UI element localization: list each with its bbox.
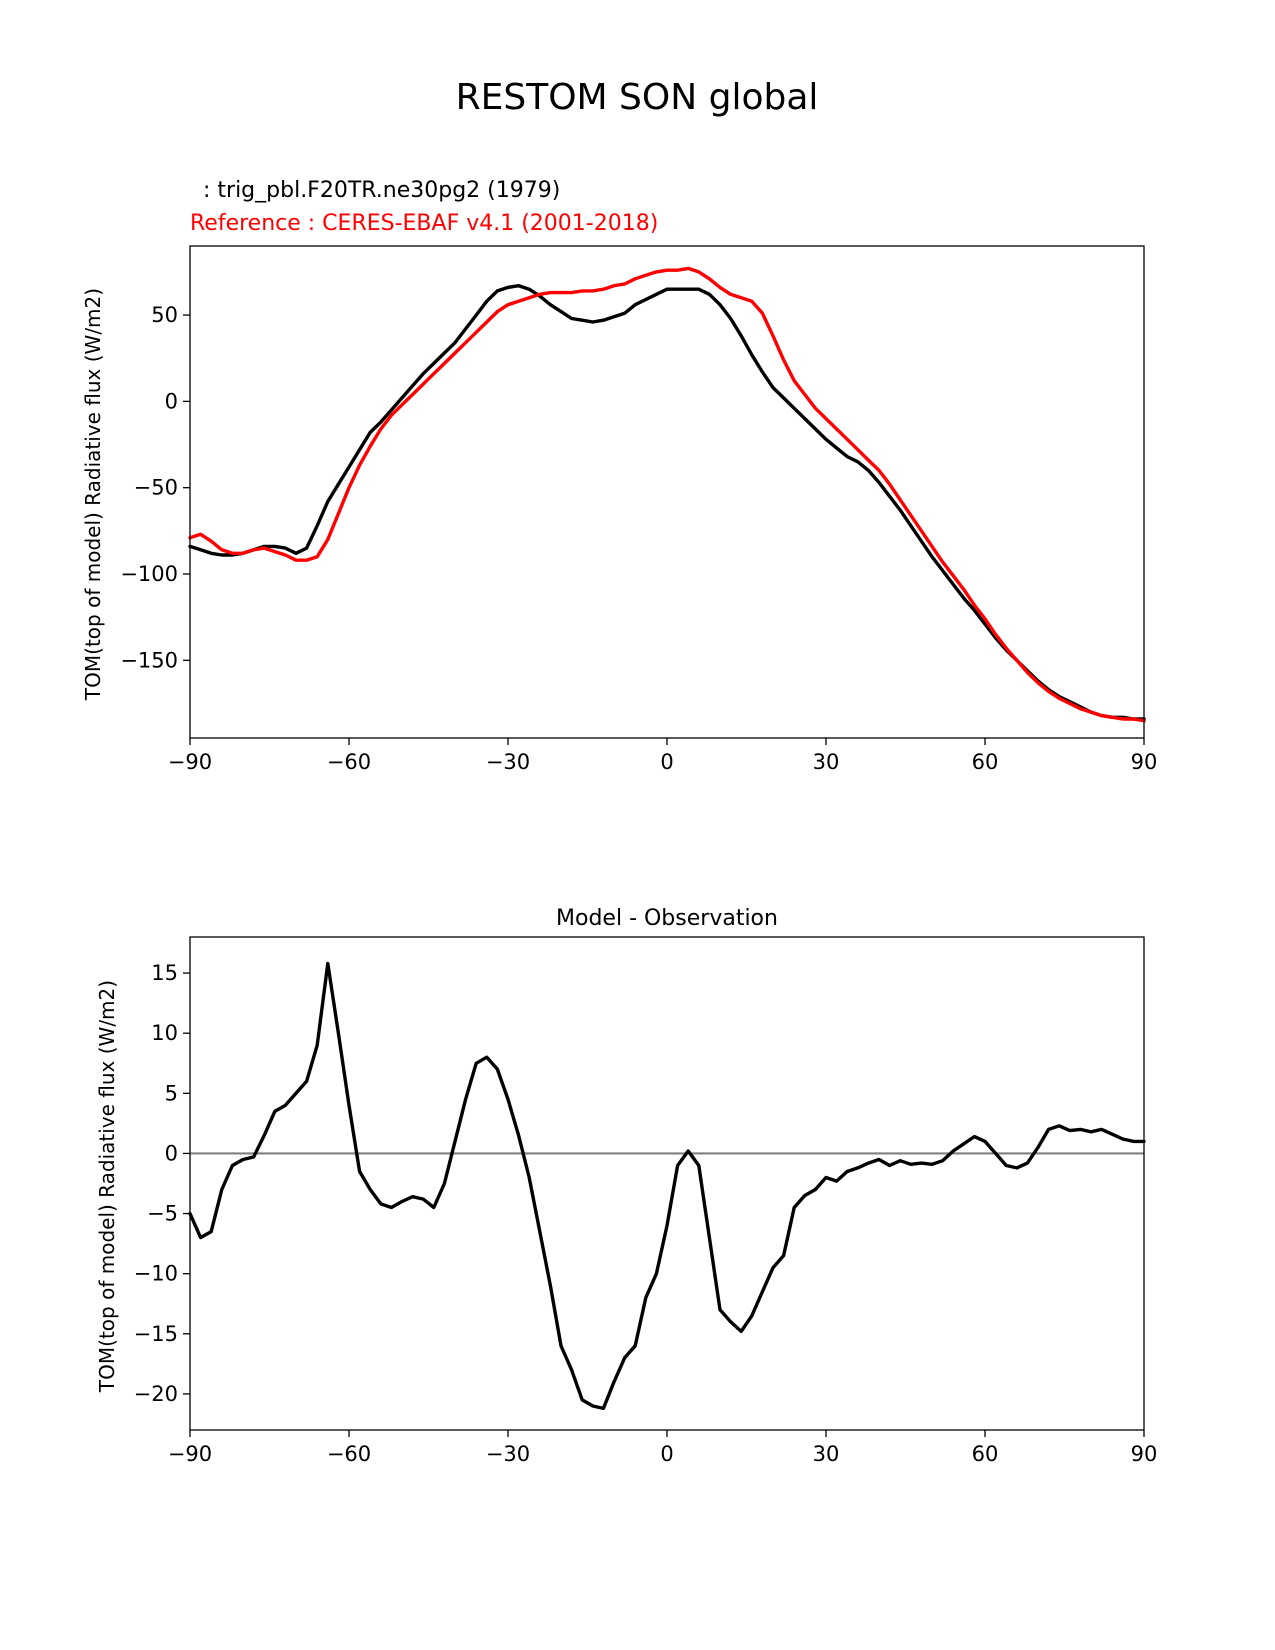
- bottom-panel-y-tick-label: −5: [147, 1202, 178, 1226]
- bottom-panel-y-tick-label: −15: [134, 1322, 178, 1346]
- top-panel-x-tick-label: 30: [813, 750, 840, 774]
- bottom-panel-y-tick-label: 15: [151, 961, 178, 985]
- top-panel-x-tick-label: −30: [486, 750, 530, 774]
- bottom-panel-y-tick-label: −10: [134, 1262, 178, 1286]
- top-panel-x-tick-label: 0: [660, 750, 673, 774]
- bottom-panel-x-tick-label: 60: [972, 1442, 999, 1466]
- top-panel-x-tick-label: −90: [168, 750, 212, 774]
- top-panel-y-axis-label: TOM(top of model) Radiative flux (W/m2): [81, 288, 105, 701]
- bottom-panel-x-tick-label: −30: [486, 1442, 530, 1466]
- bottom-panel-ticks: −90 −60 −30 0 30 60 90 15 10 5 0 −5 −10 −15 −20: [134, 961, 1158, 1466]
- top-panel-series: [188, 266, 1146, 723]
- bottom-panel-x-tick-label: 90: [1131, 1442, 1158, 1466]
- top-panel-series-line-0: [188, 284, 1146, 721]
- bottom-panel-y-axis-label: TOM(top of model) Radiative flux (W/m2): [95, 980, 119, 1393]
- bottom-panel-series-line-0: [188, 961, 1146, 1411]
- bottom-panel-x-tick-label: 0: [660, 1442, 673, 1466]
- bottom-panel-frame: [189, 936, 1145, 1431]
- bottom-panel-y-tick-label: −20: [134, 1382, 178, 1406]
- top-panel-series-line-1: [188, 266, 1146, 723]
- bottom-panel: Model - Observation TOM(top of model) Ra…: [95, 906, 1157, 1466]
- figure-title: RESTOM SON global: [456, 77, 819, 118]
- bottom-panel-series: [188, 961, 1146, 1411]
- top-panel-ticks: −90 −60 −30 0 30 60 90 50 0 −50 −100 −150: [120, 303, 1157, 774]
- top-panel-y-tick-label: −100: [120, 562, 178, 586]
- bottom-panel-y-tick-label: 5: [165, 1081, 178, 1105]
- top-panel-y-tick-label: 0: [165, 389, 178, 413]
- top-panel: : trig_pbl.F20TR.ne30pg2 (1979) Referenc…: [81, 178, 1157, 774]
- legend-reference-label: Reference : CERES-EBAF v4.1 (2001-2018): [190, 211, 658, 236]
- bottom-panel-x-tick-label: −60: [327, 1442, 371, 1466]
- bottom-panel-y-tick-label: 10: [151, 1021, 178, 1045]
- top-panel-y-tick-label: 50: [151, 303, 178, 327]
- legend-model-label: : trig_pbl.F20TR.ne30pg2 (1979): [196, 178, 560, 203]
- bottom-panel-x-tick-label: −90: [168, 1442, 212, 1466]
- top-panel-frame: [189, 245, 1145, 739]
- top-panel-x-tick-label: 60: [972, 750, 999, 774]
- bottom-panel-y-tick-label: 0: [165, 1141, 178, 1165]
- top-panel-y-tick-label: −150: [120, 648, 178, 672]
- bottom-panel-x-tick-label: 30: [813, 1442, 840, 1466]
- top-panel-y-tick-label: −50: [134, 476, 178, 500]
- top-panel-x-tick-label: 90: [1131, 750, 1158, 774]
- top-panel-x-tick-label: −60: [327, 750, 371, 774]
- bottom-panel-title: Model - Observation: [556, 906, 778, 931]
